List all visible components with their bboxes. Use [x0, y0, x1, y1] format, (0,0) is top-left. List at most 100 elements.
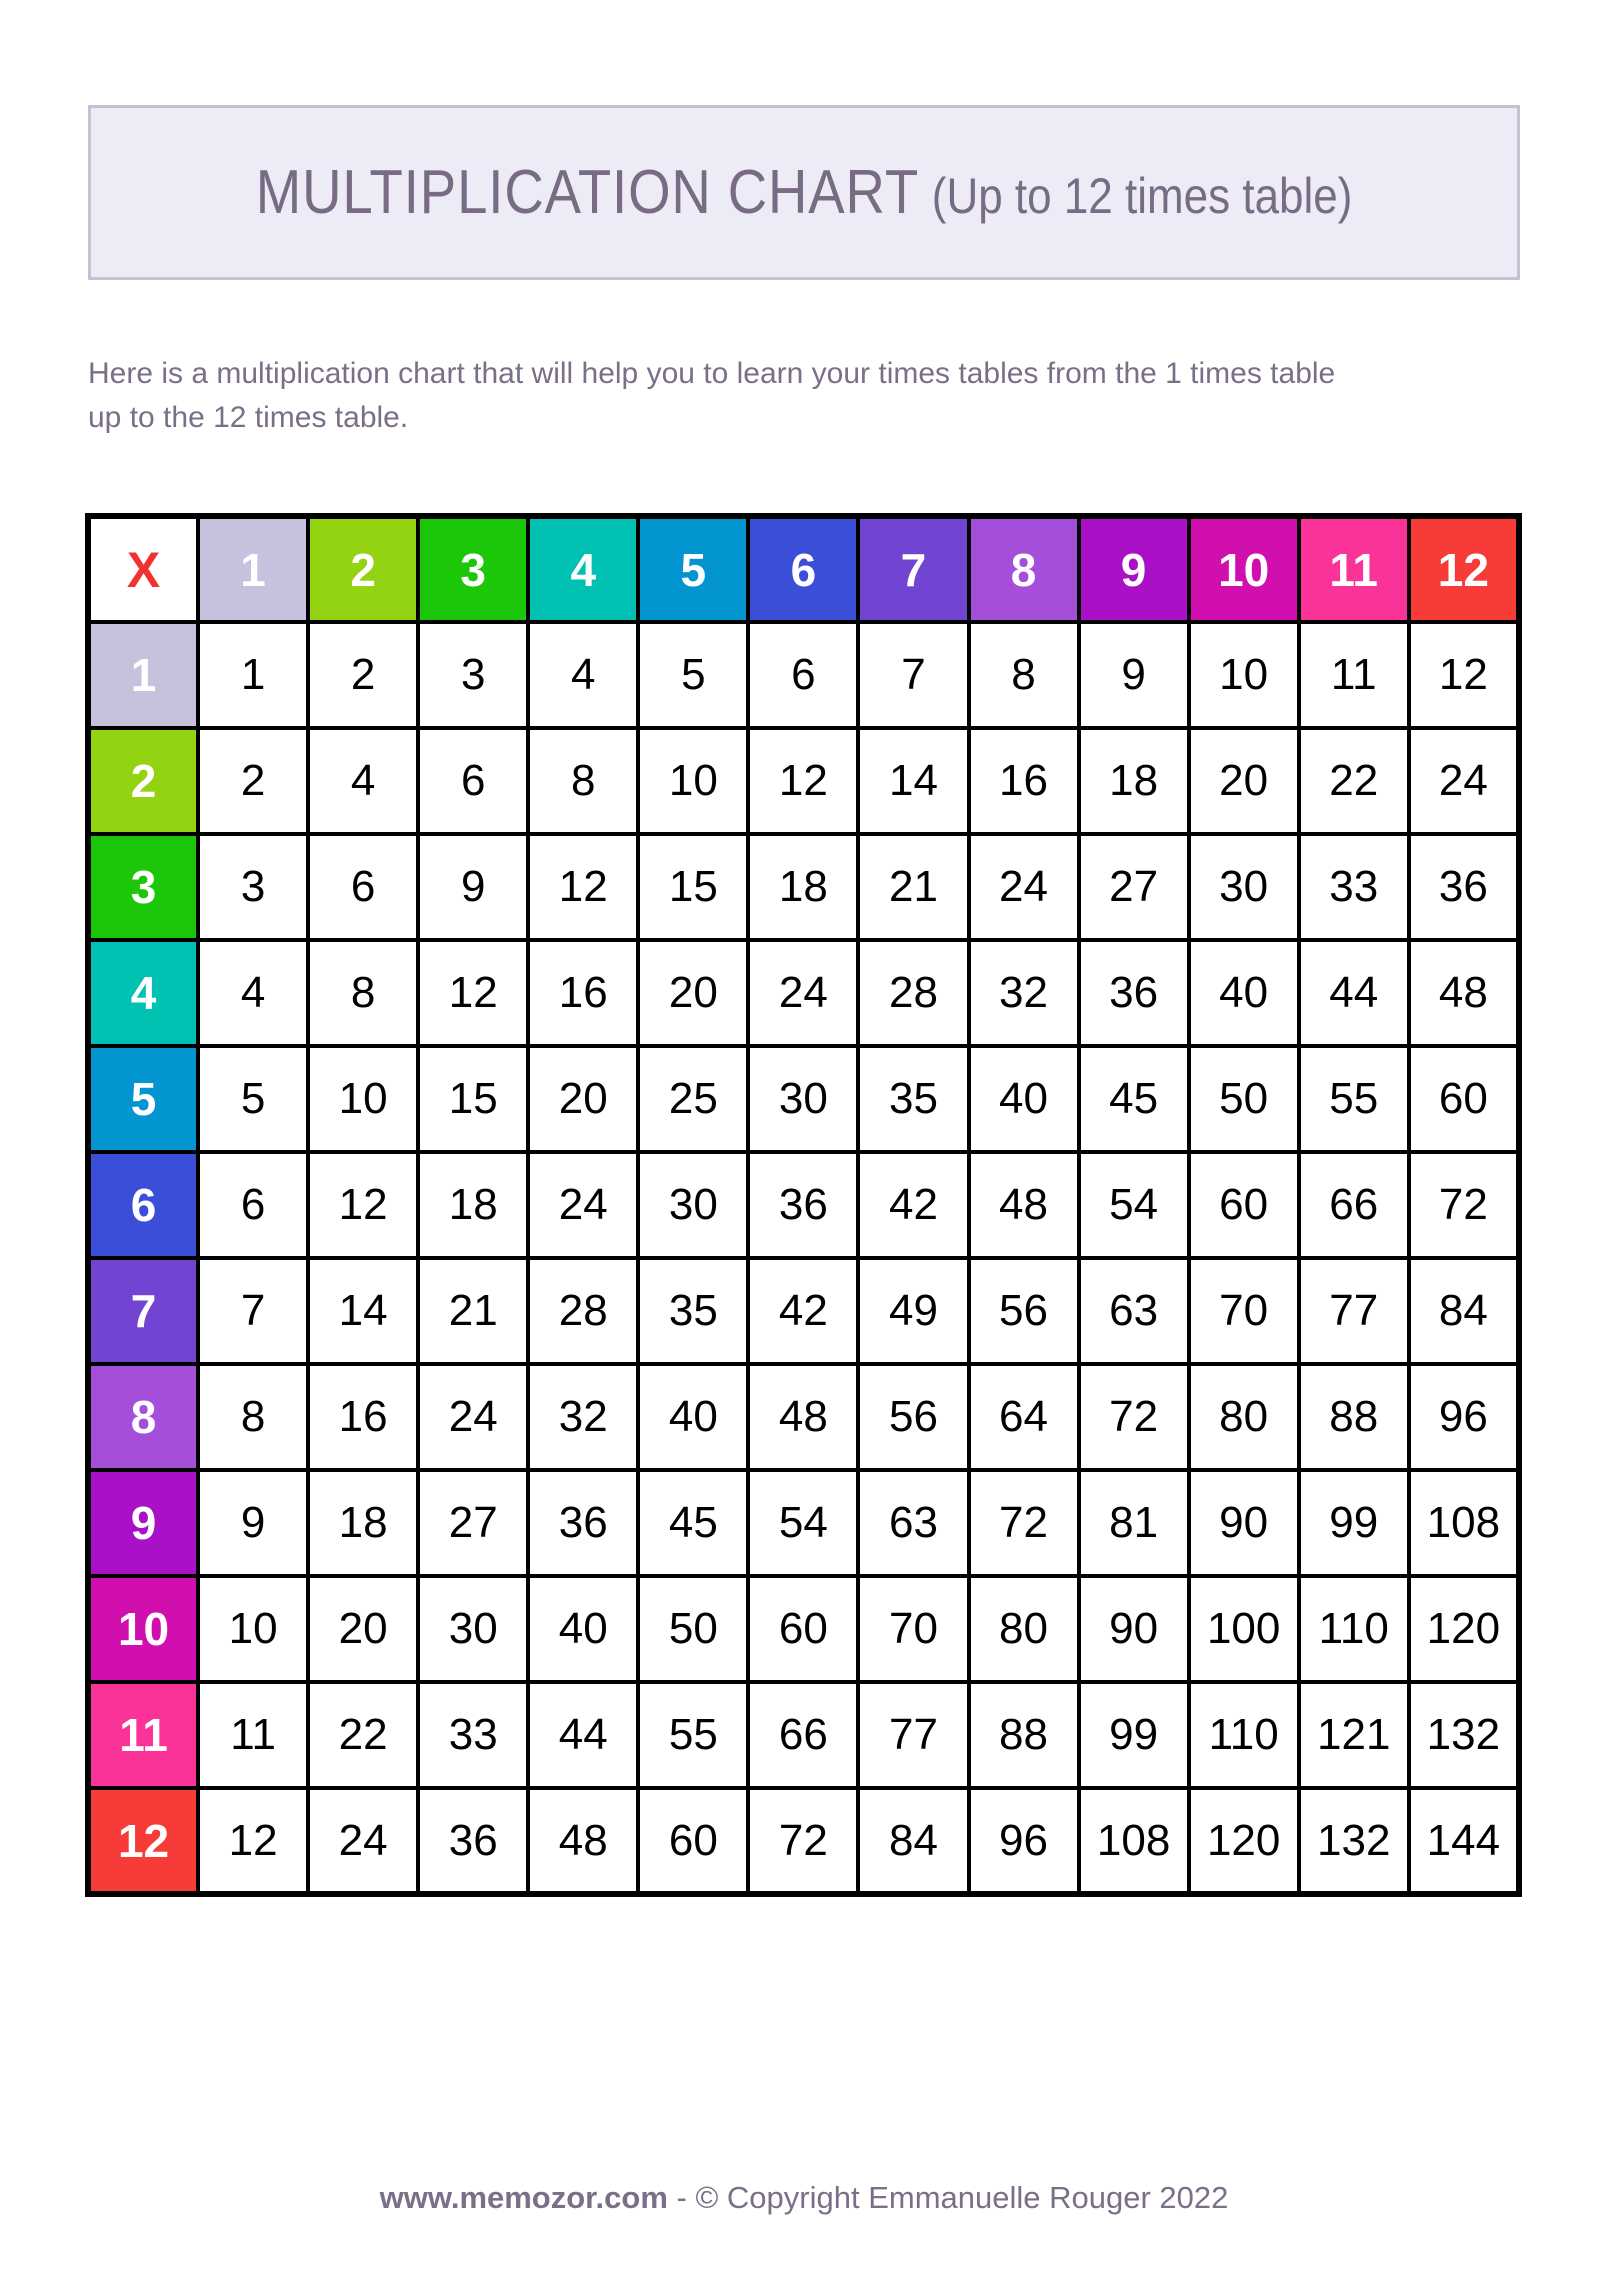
product-cell-10x1: 10 — [196, 1574, 311, 1684]
table-row-5: 5 5 10 15 20 25 30 35 40 45 50 55 60 — [85, 1044, 1522, 1154]
product-cell-10x10: 100 — [1186, 1574, 1301, 1684]
product-cell-4x2: 8 — [306, 938, 421, 1048]
product-cell-7x8: 56 — [966, 1256, 1081, 1366]
product-cell-2x4: 8 — [526, 726, 641, 836]
product-cell-12x4: 48 — [526, 1786, 641, 1896]
table-row-7: 7 7 14 21 28 35 42 49 56 63 70 77 84 — [85, 1256, 1522, 1366]
product-cell-6x8: 48 — [966, 1150, 1081, 1260]
product-cell-1x2: 2 — [306, 620, 421, 730]
product-cell-12x6: 72 — [746, 1786, 861, 1896]
column-header-5: 5 — [636, 514, 751, 624]
product-cell-1x3: 3 — [416, 620, 531, 730]
multiplication-table-body: X 1 2 3 4 5 6 7 8 9 10 11 12 1 1 2 3 4 5 6 7 8 9 10 11 12 2 2 4 6 8 10 1… — [85, 514, 1522, 1896]
product-cell-7x7: 49 — [856, 1256, 971, 1366]
product-cell-7x12: 84 — [1406, 1256, 1522, 1366]
product-cell-6x4: 24 — [526, 1150, 641, 1260]
product-cell-9x5: 45 — [636, 1468, 751, 1578]
product-cell-3x10: 30 — [1186, 832, 1301, 942]
product-cell-4x5: 20 — [636, 938, 751, 1048]
row-header-1: 1 — [85, 620, 201, 730]
product-cell-7x9: 63 — [1076, 1256, 1191, 1366]
product-cell-9x3: 27 — [416, 1468, 531, 1578]
product-cell-12x9: 108 — [1076, 1786, 1191, 1896]
product-cell-7x2: 14 — [306, 1256, 421, 1366]
column-header-3: 3 — [416, 514, 531, 624]
product-cell-10x4: 40 — [526, 1574, 641, 1684]
product-cell-12x11: 132 — [1296, 1786, 1411, 1896]
product-cell-5x10: 50 — [1186, 1044, 1301, 1154]
product-cell-1x1: 1 — [196, 620, 311, 730]
row-header-4: 4 — [85, 938, 201, 1048]
product-cell-3x9: 27 — [1076, 832, 1191, 942]
product-cell-4x1: 4 — [196, 938, 311, 1048]
product-cell-2x8: 16 — [966, 726, 1081, 836]
page-title: MULTIPLICATION CHART (Up to 12 times tab… — [256, 157, 1353, 228]
product-cell-1x6: 6 — [746, 620, 861, 730]
footer-site-url: www.memozor.com — [379, 2180, 668, 2215]
product-cell-1x9: 9 — [1076, 620, 1191, 730]
product-cell-6x7: 42 — [856, 1150, 971, 1260]
column-header-12: 12 — [1406, 514, 1522, 624]
table-row-9: 9 9 18 27 36 45 54 63 72 81 90 99 108 — [85, 1468, 1522, 1578]
product-cell-5x2: 10 — [306, 1044, 421, 1154]
product-cell-7x1: 7 — [196, 1256, 311, 1366]
page-title-main: MULTIPLICATION CHART — [255, 158, 919, 227]
row-header-9: 9 — [85, 1468, 201, 1578]
product-cell-11x10: 110 — [1186, 1680, 1301, 1790]
product-cell-11x11: 121 — [1296, 1680, 1411, 1790]
column-header-7: 7 — [856, 514, 971, 624]
row-header-3: 3 — [85, 832, 201, 942]
column-header-9: 9 — [1076, 514, 1191, 624]
product-cell-11x4: 44 — [526, 1680, 641, 1790]
row-header-5: 5 — [85, 1044, 201, 1154]
table-row-8: 8 8 16 24 32 40 48 56 64 72 80 88 96 — [85, 1362, 1522, 1472]
product-cell-8x5: 40 — [636, 1362, 751, 1472]
column-header-2: 2 — [306, 514, 421, 624]
product-cell-4x8: 32 — [966, 938, 1081, 1048]
product-cell-8x2: 16 — [306, 1362, 421, 1472]
row-header-7: 7 — [85, 1256, 201, 1366]
column-header-11: 11 — [1296, 514, 1411, 624]
product-cell-5x5: 25 — [636, 1044, 751, 1154]
product-cell-5x4: 20 — [526, 1044, 641, 1154]
product-cell-7x5: 35 — [636, 1256, 751, 1366]
product-cell-9x10: 90 — [1186, 1468, 1301, 1578]
product-cell-12x8: 96 — [966, 1786, 1081, 1896]
page-title-sub: (Up to 12 times table) — [931, 168, 1353, 224]
product-cell-2x2: 4 — [306, 726, 421, 836]
product-cell-3x8: 24 — [966, 832, 1081, 942]
product-cell-12x5: 60 — [636, 1786, 751, 1896]
product-cell-6x9: 54 — [1076, 1150, 1191, 1260]
table-row-4: 4 4 8 12 16 20 24 28 32 36 40 44 48 — [85, 938, 1522, 1048]
multiplication-table: X 1 2 3 4 5 6 7 8 9 10 11 12 1 1 2 3 4 5 6 7 8 9 10 11 12 2 2 4 6 8 10 1… — [85, 513, 1522, 1897]
product-cell-4x6: 24 — [746, 938, 861, 1048]
product-cell-6x3: 18 — [416, 1150, 531, 1260]
product-cell-2x3: 6 — [416, 726, 531, 836]
product-cell-11x5: 55 — [636, 1680, 751, 1790]
product-cell-11x9: 99 — [1076, 1680, 1191, 1790]
title-banner: MULTIPLICATION CHART (Up to 12 times tab… — [88, 105, 1520, 280]
product-cell-12x3: 36 — [416, 1786, 531, 1896]
product-cell-10x3: 30 — [416, 1574, 531, 1684]
product-cell-1x10: 10 — [1186, 620, 1301, 730]
product-cell-5x6: 30 — [746, 1044, 861, 1154]
column-header-row: X 1 2 3 4 5 6 7 8 9 10 11 12 — [85, 514, 1522, 624]
column-header-8: 8 — [966, 514, 1081, 624]
product-cell-10x9: 90 — [1076, 1574, 1191, 1684]
product-cell-8x6: 48 — [746, 1362, 861, 1472]
footer-copyright: © Copyright Emmanuelle Rouger 2022 — [695, 2180, 1229, 2215]
product-cell-10x12: 120 — [1406, 1574, 1522, 1684]
product-cell-6x2: 12 — [306, 1150, 421, 1260]
column-header-6: 6 — [746, 514, 861, 624]
product-cell-2x1: 2 — [196, 726, 311, 836]
product-cell-11x6: 66 — [746, 1680, 861, 1790]
product-cell-1x12: 12 — [1406, 620, 1522, 730]
product-cell-9x4: 36 — [526, 1468, 641, 1578]
product-cell-3x3: 9 — [416, 832, 531, 942]
product-cell-3x6: 18 — [746, 832, 861, 942]
product-cell-6x1: 6 — [196, 1150, 311, 1260]
product-cell-12x1: 12 — [196, 1786, 311, 1896]
product-cell-8x3: 24 — [416, 1362, 531, 1472]
product-cell-10x5: 50 — [636, 1574, 751, 1684]
product-cell-7x4: 28 — [526, 1256, 641, 1366]
